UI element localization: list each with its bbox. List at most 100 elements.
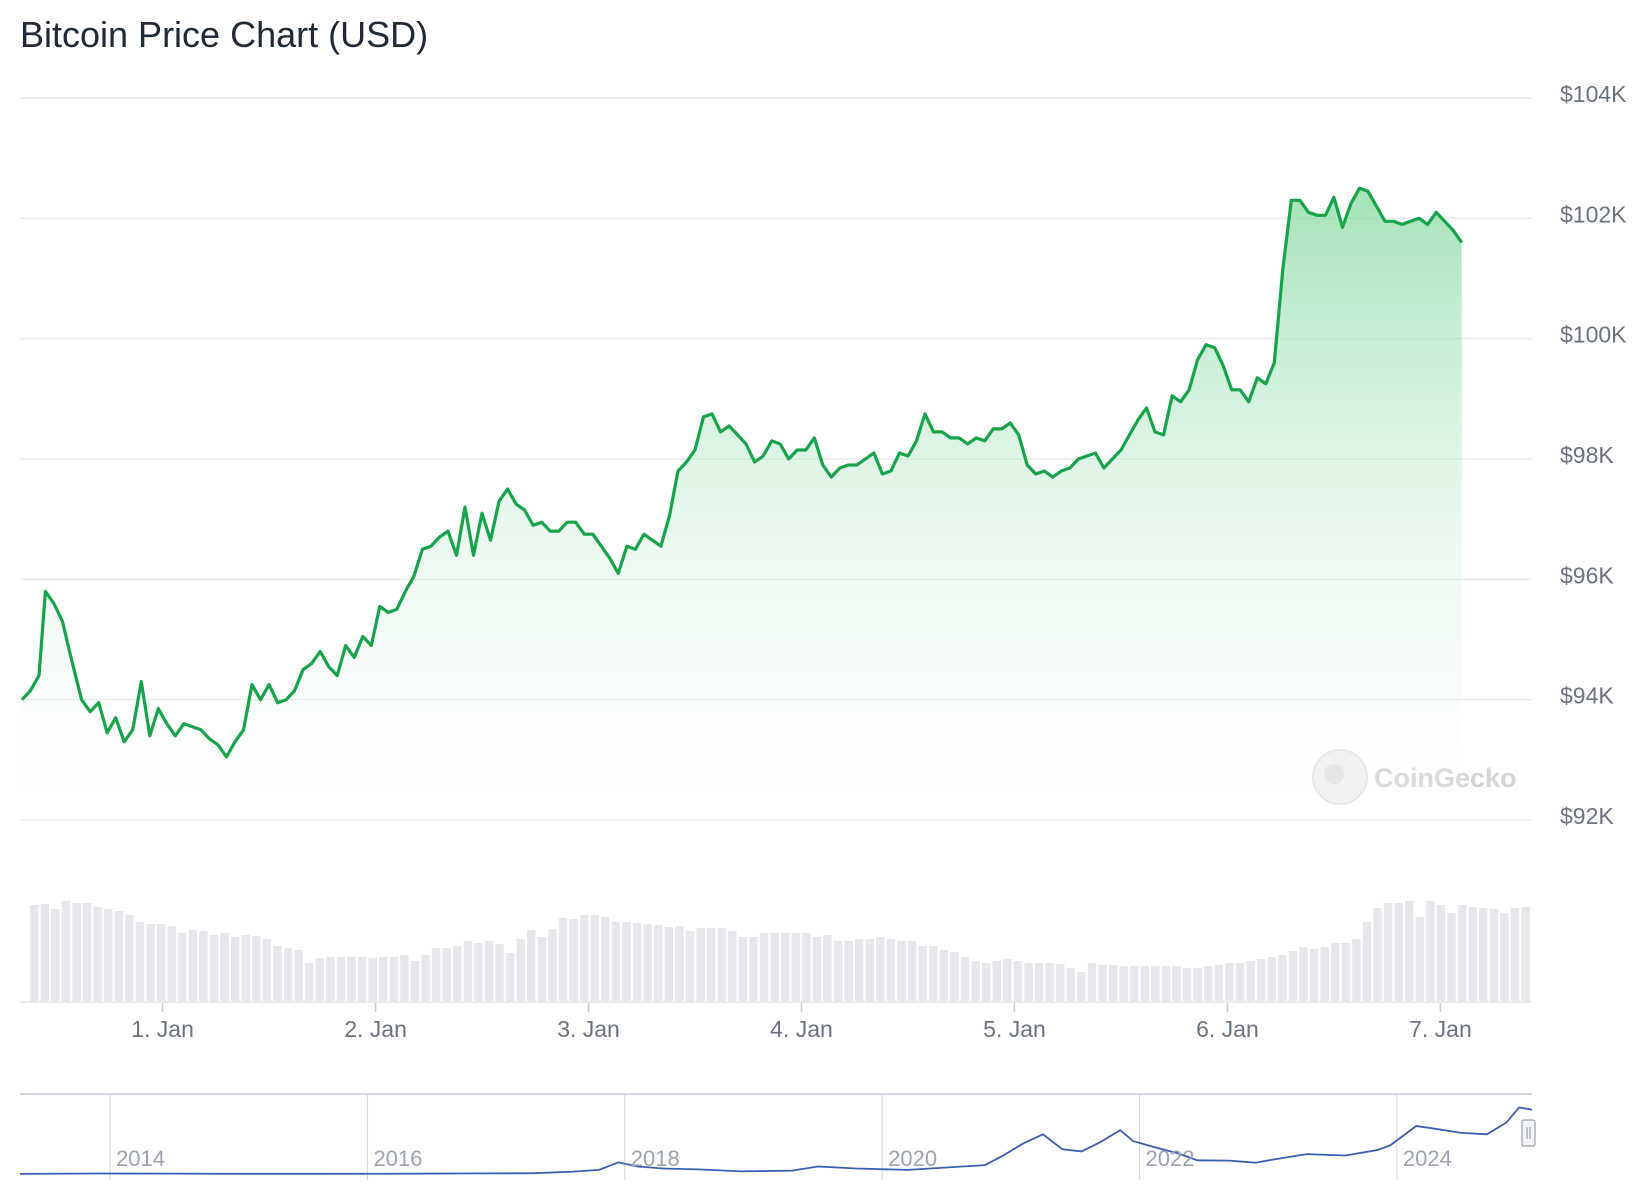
volume-bar	[156, 924, 166, 1001]
volume-bar	[939, 950, 949, 1001]
volume-bar	[1415, 917, 1425, 1001]
volume-bar	[950, 952, 959, 1001]
navigator-year-labels: 2014 2016 2018 2020 2022 2024	[116, 1146, 1452, 1171]
volume-bar	[823, 935, 832, 1001]
volume-bar	[61, 901, 71, 1001]
volume-bar	[1182, 968, 1192, 1001]
navigator-year-label: 2024	[1403, 1146, 1452, 1171]
volume-bar	[1204, 966, 1213, 1001]
volume-bar	[336, 957, 346, 1001]
navigator-handle-box[interactable]	[1521, 1119, 1536, 1147]
volume-bar	[1119, 966, 1128, 1001]
volume-bar	[1457, 905, 1467, 1001]
volume-bar	[1383, 903, 1393, 1001]
navigator-year-label: 2016	[373, 1146, 422, 1171]
volume-bar	[802, 933, 811, 1001]
volume-bar	[601, 917, 610, 1001]
volume-bar	[971, 961, 980, 1001]
volume-bar	[104, 909, 113, 1001]
volume-bar	[1056, 964, 1065, 1001]
volume-bar	[1193, 968, 1202, 1001]
volume-bar	[1447, 913, 1456, 1001]
volume-bar	[82, 903, 92, 1001]
volume-bar	[643, 924, 652, 1001]
volume-bar	[283, 948, 293, 1001]
volume-bar	[1436, 905, 1446, 1001]
price-line[interactable]	[20, 186, 1464, 759]
volume-bar	[1405, 901, 1414, 1001]
volume-bar	[1225, 963, 1234, 1001]
navigator-year-label: 2014	[116, 1146, 165, 1171]
volume-bar	[1235, 963, 1245, 1001]
volume-bar	[505, 953, 515, 1001]
volume-bar	[400, 955, 409, 1001]
volume-bar	[294, 950, 303, 1001]
volume-bar	[326, 957, 335, 1001]
volume-bar	[347, 957, 356, 1001]
volume-bar	[897, 941, 906, 1001]
volume-bar	[770, 933, 779, 1001]
volume-bar	[569, 919, 578, 1001]
price-area-fill	[22, 188, 1462, 821]
volume-bar	[833, 941, 843, 1001]
y-tick-label: $98K	[1560, 442, 1614, 468]
volume-bar	[1510, 908, 1520, 1001]
volume-bar	[865, 939, 874, 1001]
volume-bar	[1394, 903, 1403, 1001]
navigator-handle[interactable]	[1521, 1119, 1536, 1147]
volume-bar	[1267, 957, 1276, 1001]
y-tick-label: $100K	[1560, 322, 1627, 348]
volume-bar	[1066, 968, 1075, 1001]
volume-bar	[357, 957, 367, 1001]
x-tick-label: 1. Jan	[131, 1016, 194, 1042]
volume-bar	[1521, 907, 1530, 1001]
volume-bar	[685, 931, 695, 1001]
volume-bar	[1288, 951, 1298, 1001]
volume-bar	[421, 955, 430, 1001]
navigator[interactable]: 2014 2016 2018 2020 2022 2024	[19, 1093, 1536, 1180]
volume-bar	[580, 915, 589, 1001]
navigator-year-label: 2018	[631, 1146, 680, 1171]
volume-bar	[1362, 922, 1372, 1001]
volume-bar	[1468, 907, 1477, 1001]
volume-bar	[474, 943, 483, 1001]
volume-bar	[199, 931, 208, 1001]
x-tick-label: 5. Jan	[983, 1016, 1046, 1042]
volume-bar	[812, 937, 822, 1001]
volume-bar	[495, 944, 504, 1001]
y-tick-label: $102K	[1560, 201, 1627, 227]
volume-bar	[262, 939, 272, 1001]
volume-bar	[1087, 963, 1097, 1001]
volume-bar	[738, 937, 748, 1001]
volume-bar	[125, 915, 134, 1001]
x-tick-label: 6. Jan	[1196, 1016, 1259, 1042]
volume-bar	[1426, 901, 1435, 1001]
volume-bar	[992, 961, 1001, 1001]
volume-bar	[791, 933, 800, 1001]
volume-bar	[1034, 963, 1044, 1001]
volume-bar	[135, 922, 145, 1001]
volume-bar	[1077, 972, 1086, 1001]
volume-bar	[1161, 966, 1171, 1001]
volume-bar	[1352, 939, 1361, 1001]
volume-bar	[844, 941, 853, 1001]
volume-bar	[527, 930, 536, 1001]
volume-bar	[1130, 966, 1139, 1001]
volume-bar	[1214, 965, 1224, 1001]
volume-bar	[929, 946, 938, 1001]
volume-bar	[1246, 961, 1255, 1001]
volume-bar	[664, 927, 674, 1001]
volume-bar	[1108, 965, 1118, 1001]
x-tick-label: 4. Jan	[770, 1016, 833, 1042]
x-tick-label: 7. Jan	[1409, 1016, 1472, 1042]
volume-bar	[537, 937, 547, 1001]
volume-bar	[516, 939, 525, 1001]
volume-bar	[876, 937, 885, 1001]
volume-bar	[918, 946, 927, 1001]
volume-bars	[30, 901, 1530, 1001]
volume-bar	[442, 948, 451, 1001]
volume-bar	[305, 963, 314, 1001]
navigator-year-label: 2020	[888, 1146, 937, 1171]
volume-bar	[273, 946, 282, 1001]
